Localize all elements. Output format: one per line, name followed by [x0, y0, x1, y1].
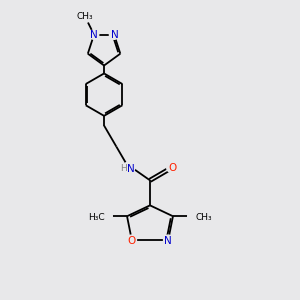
Circle shape [89, 30, 99, 39]
Circle shape [79, 11, 91, 22]
Text: N: N [127, 164, 135, 174]
Text: H: H [120, 164, 127, 173]
Circle shape [164, 235, 173, 244]
Text: H₃C: H₃C [88, 213, 104, 222]
Circle shape [167, 164, 176, 172]
Text: N: N [90, 30, 98, 40]
Text: O: O [128, 236, 136, 246]
Circle shape [123, 162, 135, 174]
Circle shape [110, 30, 119, 39]
Text: N: N [110, 30, 118, 40]
Text: N: N [164, 236, 172, 246]
Circle shape [188, 210, 201, 223]
Text: CH₃: CH₃ [196, 213, 212, 222]
Circle shape [127, 235, 136, 244]
Circle shape [99, 210, 112, 223]
Text: O: O [168, 164, 176, 173]
Text: CH₃: CH₃ [76, 12, 93, 21]
